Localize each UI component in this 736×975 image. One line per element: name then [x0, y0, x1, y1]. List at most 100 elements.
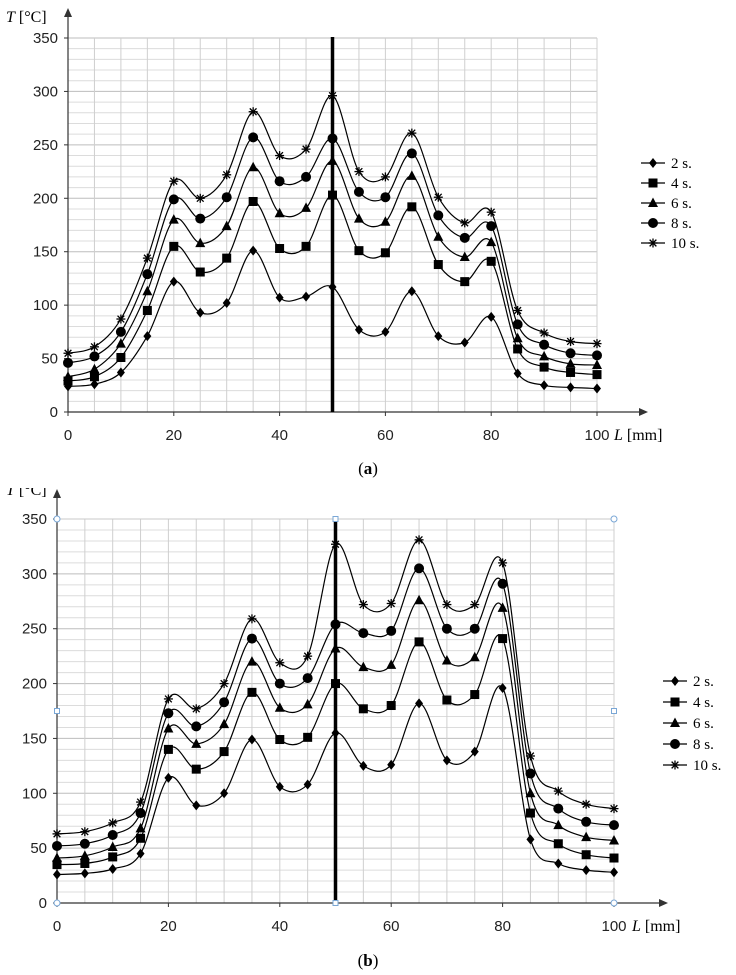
star-stroke	[117, 315, 125, 323]
star-stroke	[554, 787, 563, 795]
star-stroke	[249, 107, 257, 116]
series-4	[63, 132, 602, 368]
data-point-triangle	[459, 251, 470, 262]
data-point-star	[380, 172, 390, 182]
legend-label: 2 s.	[693, 674, 714, 690]
x-axis-arrow	[659, 899, 668, 907]
y-axis-arrow	[64, 8, 72, 17]
data-point-square	[525, 808, 535, 818]
y-tick-label: 200	[22, 676, 47, 693]
legend-marker-square	[670, 697, 680, 707]
data-point-square	[609, 853, 619, 863]
legend: 2 s. 4 s. 6 s. 8 s. 10 s.	[663, 674, 721, 774]
data-point-star	[460, 218, 470, 228]
x-tick-label: 20	[165, 427, 182, 444]
data-point-diamond	[354, 324, 363, 335]
data-point-diamond	[566, 382, 575, 393]
chart-frame	[53, 515, 618, 907]
x-tick-label: 60	[383, 918, 400, 935]
data-point-square	[163, 744, 173, 754]
y-tick-label: 250	[33, 137, 58, 154]
y-tick-label: 350	[22, 511, 47, 528]
star-stroke	[460, 219, 469, 227]
legend-marker-square	[648, 178, 658, 188]
data-point-star	[222, 170, 232, 180]
star-stroke	[610, 804, 618, 813]
data-point-triangle	[406, 170, 417, 180]
data-point-circle	[539, 339, 550, 350]
star-stroke	[359, 600, 368, 609]
data-point-triangle	[107, 841, 118, 852]
data-point-triangle	[274, 207, 285, 218]
star-stroke	[540, 329, 548, 337]
data-point-circle	[221, 192, 232, 203]
data-point-diamond	[610, 867, 618, 878]
data-point-circle	[406, 148, 417, 159]
data-point-circle	[469, 623, 480, 634]
star-stroke	[671, 761, 679, 769]
data-point-circle	[581, 816, 592, 827]
data-point-square	[358, 704, 368, 714]
data-point-circle	[592, 350, 602, 361]
star-stroke	[408, 129, 416, 137]
star-stroke	[81, 827, 89, 836]
data-point-square	[52, 860, 62, 870]
data-point-circle	[497, 578, 508, 589]
frame-handle	[332, 900, 339, 906]
data-point-square	[108, 852, 118, 862]
data-point-circle	[79, 838, 90, 849]
data-point-triangle	[386, 659, 397, 669]
data-point-star	[609, 804, 619, 814]
star-stroke	[415, 536, 423, 544]
frame-handle	[53, 515, 61, 523]
data-point-diamond	[387, 759, 396, 770]
frame-handle	[610, 515, 618, 523]
star-stroke	[220, 679, 228, 688]
data-point-diamond	[526, 834, 535, 845]
data-point-star	[247, 614, 257, 624]
data-point-square	[433, 260, 443, 270]
frame-handle	[53, 899, 61, 907]
data-point-star	[539, 328, 549, 338]
data-point-triangle	[195, 237, 206, 248]
star-stroke	[169, 177, 178, 186]
data-point-triangle	[433, 231, 444, 241]
star-stroke	[593, 339, 601, 348]
star-stroke	[513, 306, 522, 315]
star-stroke	[108, 819, 117, 827]
data-point-square	[136, 833, 146, 843]
data-point-square	[442, 695, 452, 705]
legend-marker-triangle	[670, 717, 680, 727]
data-point-circle	[553, 803, 564, 814]
data-point-diamond	[116, 367, 125, 378]
data-point-circle	[89, 351, 100, 362]
y-tick-label: 300	[33, 83, 58, 100]
star-stroke	[302, 145, 310, 153]
data-point-circle	[441, 623, 452, 634]
x-tick-label: 0	[53, 918, 61, 935]
temperature-chart-b: 0 50 100 150 200 250 300 350 0 20 40 60 80 100 T [°C] L…	[6, 488, 721, 970]
data-point-square	[581, 850, 591, 860]
star-stroke	[566, 337, 575, 346]
star-stroke	[498, 559, 507, 567]
data-point-diamond	[554, 858, 563, 869]
legend-item: 10 s.	[641, 236, 699, 252]
data-point-square	[248, 196, 258, 206]
data-point-triangle	[414, 594, 425, 605]
data-point-triangle	[302, 698, 313, 709]
series-line	[56, 539, 615, 835]
data-point-square	[380, 248, 390, 258]
data-point-square	[275, 244, 285, 254]
data-point-diamond	[90, 379, 99, 390]
y-tick-label: 150	[22, 730, 47, 747]
data-point-star	[195, 193, 205, 203]
data-point-circle	[274, 176, 285, 187]
legend-label: 4 s.	[671, 176, 692, 192]
star-stroke	[487, 208, 496, 217]
data-point-circle	[486, 221, 497, 232]
star-stroke	[303, 652, 312, 660]
data-point-star	[433, 192, 443, 202]
data-point-square	[460, 277, 470, 287]
data-point-star	[116, 314, 126, 324]
data-point-circle	[302, 673, 313, 684]
